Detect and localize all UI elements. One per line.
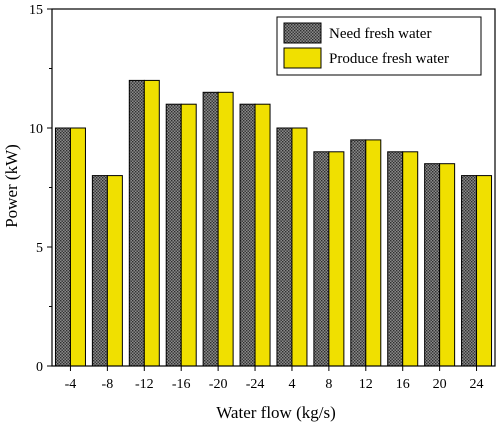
bar-produce-8: [365, 139, 382, 367]
bar-produce-6: [291, 127, 308, 367]
legend: Need fresh water Produce fresh water: [276, 16, 482, 76]
bar-need-6: [276, 127, 293, 367]
x-tick-label: 20: [433, 377, 447, 392]
bar-need-10: [424, 163, 441, 367]
x-tick-label: -8: [102, 377, 114, 392]
legend-label-need: Need fresh water: [329, 26, 431, 42]
legend-label-produce: Produce fresh water: [329, 51, 449, 67]
bar-produce-2: [143, 79, 160, 367]
bars-layer: [54, 79, 493, 367]
x-tick-label: -12: [135, 377, 154, 392]
x-tick-label: 16: [396, 377, 410, 392]
bar-produce-3: [180, 103, 197, 367]
bar-produce-10: [439, 163, 456, 367]
x-tick-label: 4: [288, 377, 295, 392]
bar-need-11: [461, 175, 478, 367]
bar-need-7: [313, 151, 330, 367]
x-tick-label: 12: [359, 377, 373, 392]
bar-need-8: [350, 139, 367, 367]
legend-swatch-need: [283, 22, 322, 44]
bar-produce-11: [476, 175, 493, 367]
bar-need-2: [128, 79, 145, 367]
x-tick-label: -16: [172, 377, 191, 392]
x-tick-label: 8: [325, 377, 332, 392]
bar-need-9: [387, 151, 404, 367]
bar-produce-1: [106, 175, 123, 367]
bar-need-3: [165, 103, 182, 367]
bar-need-1: [91, 175, 108, 367]
bar-need-4: [202, 91, 219, 367]
x-tick-label: -24: [246, 377, 265, 392]
x-axis-label: Water flow (kg/s): [216, 403, 335, 422]
ticks-layer: -4 -8 -12 -16 -20 -24 4 8 12 16 20 24 0 5 10 15: [29, 3, 484, 392]
x-tick-label: -4: [65, 377, 77, 392]
x-tick-label: 24: [470, 377, 484, 392]
y-axis-label: Power (kW): [2, 144, 21, 228]
bar-produce-5: [254, 103, 271, 367]
bar-need-5: [239, 103, 256, 367]
y-tick-label: 5: [36, 241, 43, 256]
bar-produce-4: [217, 91, 234, 367]
bar-produce-7: [328, 151, 345, 367]
bar-produce-9: [402, 151, 419, 367]
y-tick-label: 10: [29, 122, 43, 137]
y-tick-label: 0: [36, 360, 43, 375]
legend-swatch-produce: [283, 47, 322, 69]
x-tick-label: -20: [209, 377, 228, 392]
bar-produce-0: [69, 127, 86, 367]
y-tick-label: 15: [29, 3, 43, 18]
bar-need-0: [54, 127, 71, 367]
